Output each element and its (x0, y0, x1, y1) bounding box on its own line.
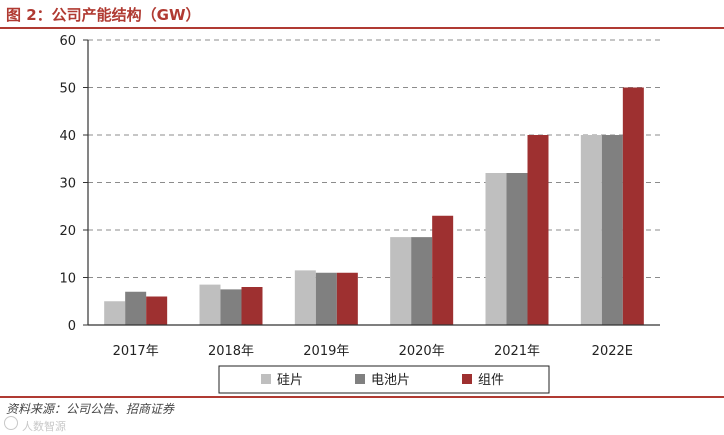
y-tick-label: 50 (59, 82, 76, 97)
bar-3-1 (146, 296, 168, 325)
y-tick-label: 20 (59, 224, 76, 239)
bars (104, 87, 644, 325)
bar-2-4 (411, 237, 433, 325)
bar-1-3 (294, 270, 316, 325)
bar-2-5 (506, 173, 528, 325)
grid-lines (88, 39, 660, 278)
bar-1-6 (580, 135, 602, 325)
bar-1-5 (485, 173, 507, 325)
bar-3-6 (622, 87, 644, 325)
x-category-label: 2018年 (208, 344, 254, 359)
source-note: 资料来源：公司公告、招商证券 (6, 402, 175, 416)
bar-3-2 (241, 287, 263, 325)
bar-3-4 (432, 215, 454, 325)
figure-title: 图 2：公司产能结构（GW） (6, 6, 201, 24)
legend-swatch (355, 374, 365, 384)
bar-3-3 (336, 272, 358, 325)
watermark-logo-icon (4, 416, 18, 430)
x-category-label: 2020年 (399, 344, 445, 359)
x-category-label: 2019年 (303, 344, 349, 359)
bar-3-5 (527, 135, 549, 325)
legend-label: 电池片 (371, 373, 410, 388)
x-axis-categories: 2017年 2018年 2019年 2020年 2021年 2022E (113, 344, 633, 359)
y-tick-label: 0 (68, 319, 76, 334)
y-axis-ticks: 0 10 20 30 40 50 60 (59, 34, 88, 334)
y-tick-label: 30 (59, 177, 76, 192)
bar-2-1 (125, 291, 147, 325)
source-rule (0, 396, 724, 398)
legend-label: 硅片 (277, 373, 303, 388)
bar-1-2 (199, 284, 221, 325)
legend-swatch (462, 374, 472, 384)
legend-swatch (261, 374, 271, 384)
x-category-label: 2017年 (113, 344, 159, 359)
legend-box (218, 365, 550, 394)
x-category-label: 2022E (592, 344, 633, 359)
y-tick-label: 40 (59, 129, 76, 144)
bar-2-6 (601, 135, 623, 325)
bar-1-4 (390, 237, 412, 325)
bar-2-3 (315, 272, 337, 325)
x-category-label: 2021年 (494, 344, 540, 359)
bar-1-1 (104, 301, 126, 325)
bar-2-2 (220, 289, 242, 325)
legend: 硅片 电池片 组件 (218, 365, 550, 394)
y-tick-label: 60 (59, 34, 76, 49)
title-rule (0, 27, 724, 29)
legend-label: 组件 (478, 373, 504, 388)
watermark-text: 人数智源 (22, 420, 66, 433)
y-tick-label: 10 (59, 272, 76, 287)
